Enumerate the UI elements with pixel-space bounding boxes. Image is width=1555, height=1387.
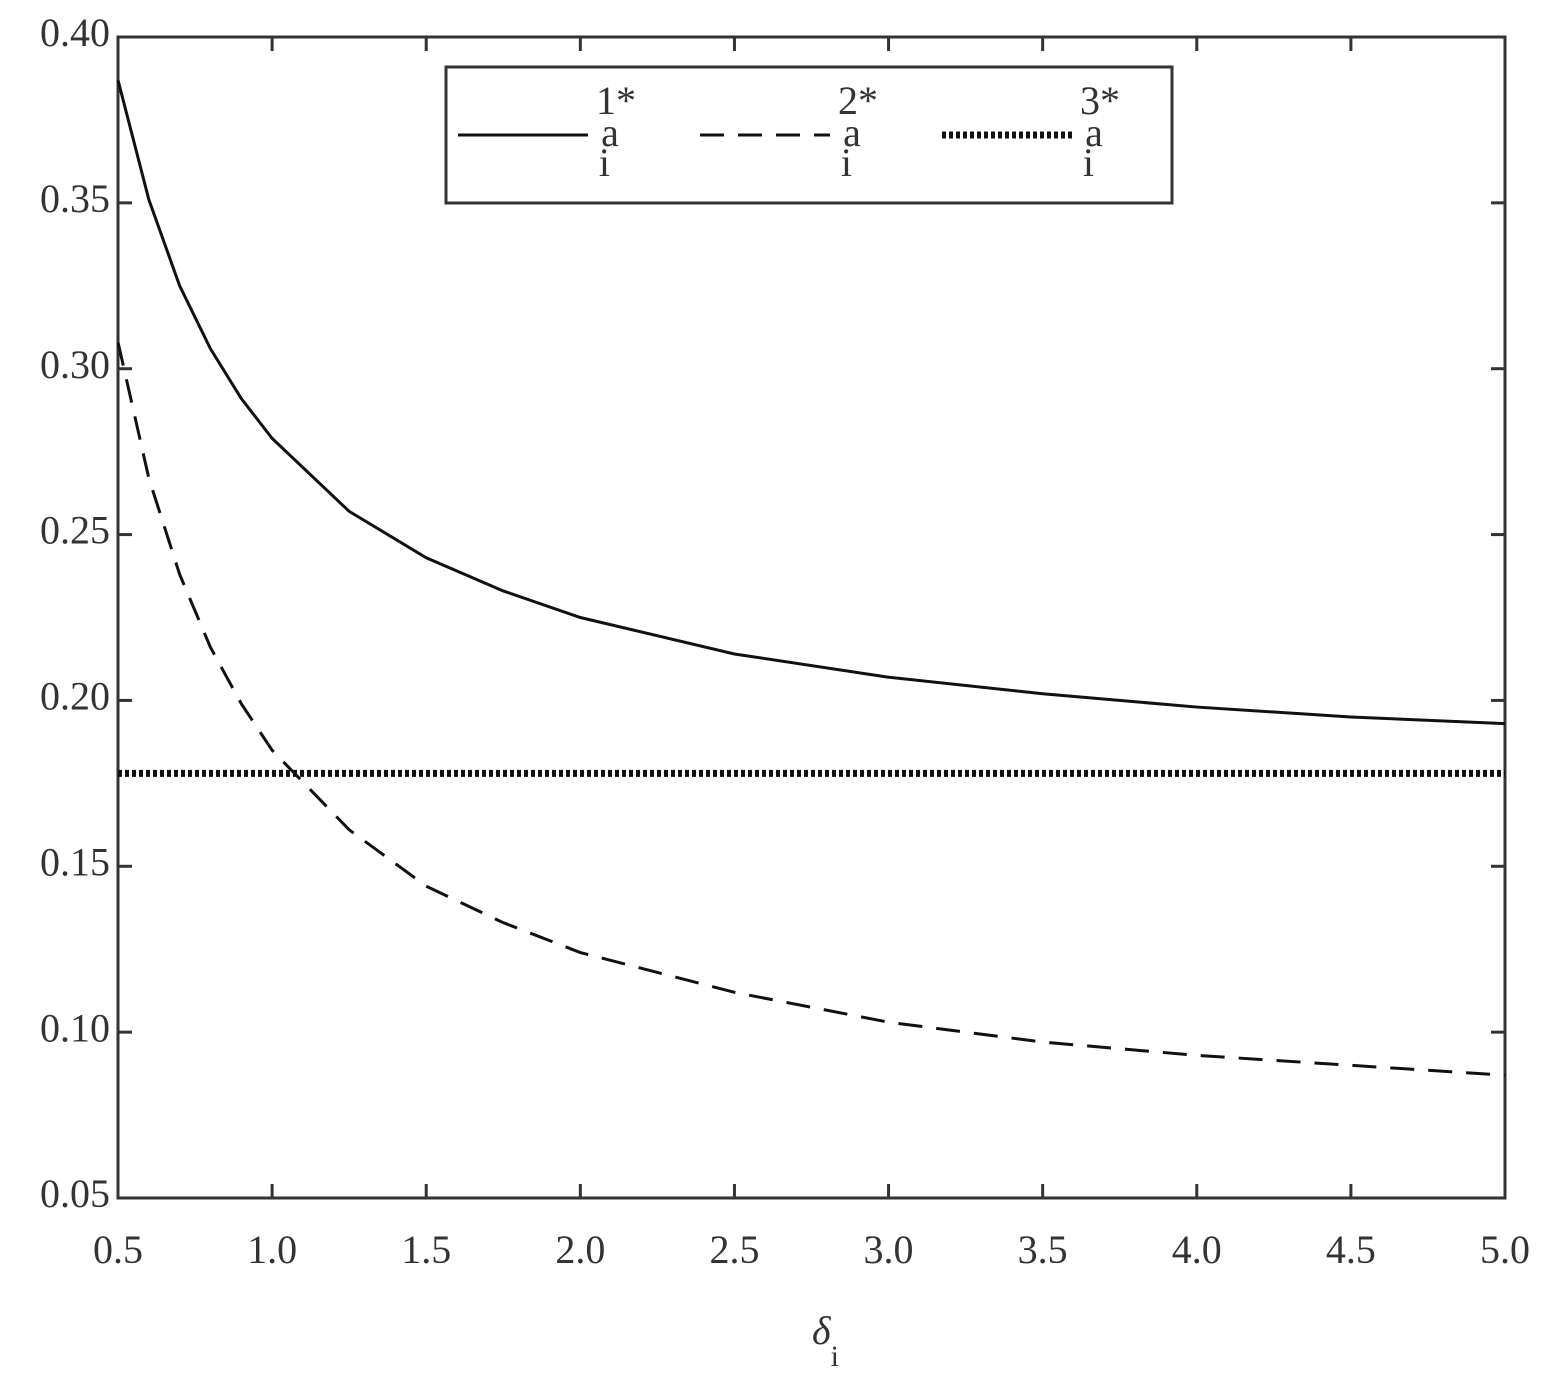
- x-tick-label: 4.5: [1326, 1227, 1376, 1272]
- series-line: [116, 341, 1506, 1077]
- x-tick-label: 3.0: [864, 1227, 914, 1272]
- legend-label-sub: i: [841, 140, 852, 185]
- legend-label-main: a: [1085, 110, 1103, 155]
- legend-label-main: a: [601, 110, 619, 155]
- x-tick-label: 3.5: [1018, 1227, 1068, 1272]
- x-tick-label: 1.5: [401, 1227, 451, 1272]
- legend-label: a i 2*: [838, 78, 878, 185]
- x-tick-label: 5.0: [1480, 1227, 1530, 1272]
- legend-label-sup: 2*: [838, 78, 878, 123]
- y-tick-label: 0.35: [40, 176, 110, 221]
- series-line: [116, 79, 1506, 726]
- legend-label-sup: 3*: [1080, 78, 1120, 123]
- legend-label: a i 1*: [596, 78, 636, 185]
- plot-frame: [116, 35, 1507, 1200]
- x-tick-label: 2.5: [709, 1227, 759, 1272]
- y-tick-label: 0.30: [40, 342, 110, 387]
- legend-label: a i 3*: [1080, 78, 1120, 185]
- y-tick-label: 0.25: [40, 508, 110, 553]
- y-tick-label: 0.40: [40, 10, 110, 55]
- x-axis-label: δi: [812, 1308, 839, 1373]
- legend-label-sup: 1*: [596, 78, 636, 123]
- legend: a i1*a i2*a i3*: [444, 65, 1174, 205]
- x-tick-label: 1.0: [247, 1227, 297, 1272]
- x-axis-label-sub: i: [831, 1340, 839, 1373]
- legend-label-sub: i: [1083, 140, 1094, 185]
- x-axis-label-main: δ: [812, 1308, 832, 1353]
- y-tick-label: 0.20: [40, 674, 110, 719]
- y-tick-label: 0.05: [40, 1171, 110, 1216]
- x-tick-label: 4.0: [1172, 1227, 1222, 1272]
- legend-label-sub: i: [599, 140, 610, 185]
- x-tick-label: 2.0: [555, 1227, 605, 1272]
- y-tick-label: 0.15: [40, 839, 110, 884]
- legend-label-main: a: [843, 110, 861, 155]
- y-tick-label: 0.10: [40, 1005, 110, 1050]
- x-tick-label: 0.5: [93, 1227, 143, 1272]
